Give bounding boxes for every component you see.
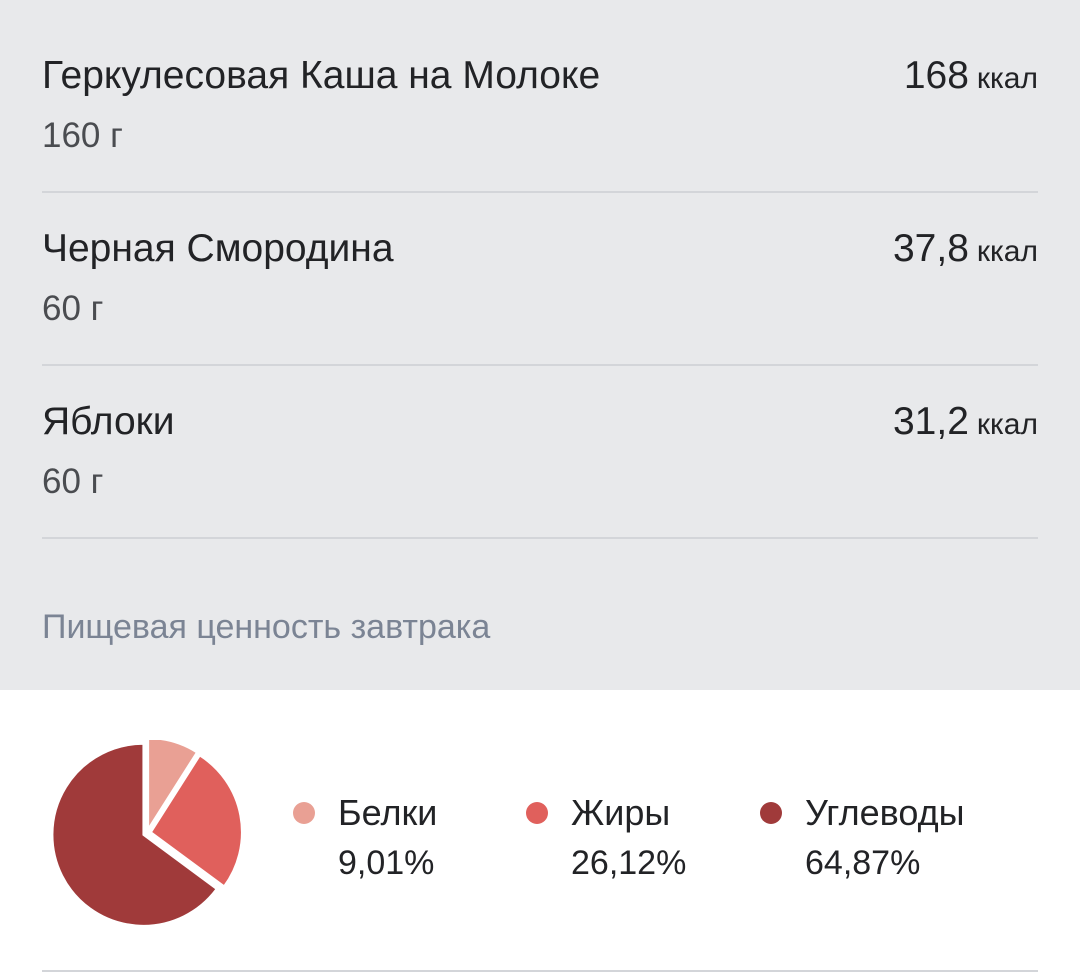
food-item[interactable]: Геркулесовая Каша на Молоке 160 г 168 кка… <box>42 20 1038 193</box>
food-list-panel: Геркулесовая Каша на Молоке 160 г 168 кка… <box>0 0 1080 690</box>
legend-dot-carbs <box>760 802 782 824</box>
calories-value: 168 <box>903 54 969 97</box>
legend-item-fats: Жиры 26,12% <box>526 790 746 890</box>
food-name: Геркулесовая Каша на Молоке <box>42 54 601 97</box>
legend-percent: 64,87% <box>805 844 921 882</box>
food-weight: 60 г <box>42 289 104 328</box>
legend-label: Жиры <box>571 792 671 833</box>
calories-value: 31,2 <box>892 400 969 443</box>
pie-slice-proteins <box>147 740 199 833</box>
calories-unit: ккал <box>976 408 1038 441</box>
food-weight: 160 г <box>42 116 123 155</box>
calories-unit: ккал <box>976 62 1038 95</box>
food-weight: 60 г <box>42 462 104 501</box>
legend-dot-proteins <box>293 802 315 824</box>
food-item[interactable]: Яблоки 60 г 31,2 ккал <box>42 366 1038 539</box>
legend-label: Белки <box>338 792 438 833</box>
food-calories: 31,2 ккал <box>893 400 1038 444</box>
nutrition-section-title: Пищевая ценность завтрака <box>42 608 491 646</box>
legend-item-proteins: Белки 9,01% <box>293 790 513 890</box>
legend-dot-fats <box>526 802 548 824</box>
calories-unit: ккал <box>976 235 1038 268</box>
nutrition-panel: Белки 9,01% Жиры 26,12% Углеводы 64,87% <box>0 690 1080 975</box>
divider <box>42 970 1038 972</box>
food-calories: 168 ккал <box>904 54 1038 98</box>
calories-value: 37,8 <box>892 227 969 270</box>
nutrition-pie-chart <box>51 740 243 927</box>
legend-item-carbs: Углеводы 64,87% <box>760 790 980 890</box>
legend-label: Углеводы <box>805 792 965 833</box>
pie-slice-carbs <box>51 742 219 927</box>
food-name: Яблоки <box>42 400 175 443</box>
legend-percent: 26,12% <box>571 844 687 882</box>
legend-percent: 9,01% <box>338 844 435 882</box>
pie-slice-fats <box>149 754 243 888</box>
food-name: Черная Смородина <box>42 227 394 270</box>
food-item[interactable]: Черная Смородина 60 г 37,8 ккал <box>42 193 1038 366</box>
food-calories: 37,8 ккал <box>893 227 1038 271</box>
